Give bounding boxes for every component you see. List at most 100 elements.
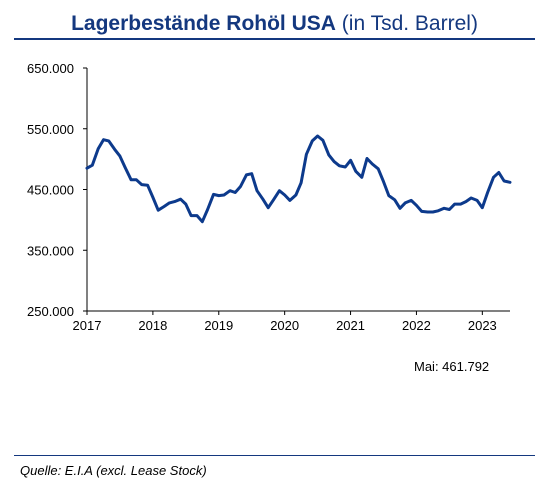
data-point bbox=[255, 189, 259, 192]
data-point bbox=[459, 202, 462, 206]
chart-title-main: Lagerbestände Rohöl USA bbox=[71, 12, 336, 35]
data-point bbox=[469, 196, 473, 200]
data-point bbox=[288, 199, 292, 202]
data-point bbox=[426, 210, 429, 214]
data-point bbox=[228, 189, 232, 192]
data-point bbox=[365, 157, 369, 160]
data-point bbox=[195, 214, 199, 217]
data-point bbox=[453, 202, 456, 206]
data-point bbox=[206, 208, 209, 211]
data-point bbox=[360, 176, 363, 179]
data-point bbox=[508, 181, 512, 184]
latest-value-annotation: Mai: 461.792 bbox=[414, 359, 490, 374]
data-point bbox=[431, 210, 435, 214]
footer-divider bbox=[14, 455, 535, 456]
data-point bbox=[272, 198, 275, 201]
data-point bbox=[113, 148, 116, 151]
data-point bbox=[437, 209, 440, 212]
data-point bbox=[464, 200, 468, 203]
data-point bbox=[344, 165, 347, 169]
series-line-crude-inventory bbox=[85, 134, 512, 224]
data-point bbox=[448, 208, 451, 211]
data-point bbox=[162, 205, 166, 208]
data-point bbox=[222, 193, 226, 197]
data-point bbox=[278, 189, 281, 192]
chart-title: Lagerbestände Rohöl USA (in Tsd. Barrel) bbox=[0, 12, 549, 36]
data-point bbox=[492, 176, 495, 179]
data-point bbox=[157, 209, 160, 212]
x-tick-label: 2019 bbox=[204, 318, 233, 333]
data-point bbox=[486, 191, 489, 194]
data-point bbox=[311, 139, 314, 143]
data-point bbox=[349, 159, 352, 162]
x-tick-label: 2018 bbox=[138, 318, 167, 333]
data-point bbox=[184, 202, 187, 206]
data-point bbox=[299, 181, 303, 184]
x-tick-label: 2023 bbox=[468, 318, 497, 333]
y-tick-label: 450.000 bbox=[27, 183, 74, 198]
x-tick-label: 2022 bbox=[402, 318, 431, 333]
data-point bbox=[502, 179, 506, 183]
x-axis-ticks: 2017 2018 2019 2020 2021 2022 2023 bbox=[73, 311, 497, 333]
data-point bbox=[354, 170, 357, 173]
data-point bbox=[146, 184, 149, 187]
data-point bbox=[250, 172, 253, 175]
x-tick-label: 2017 bbox=[73, 318, 102, 333]
data-point bbox=[201, 220, 204, 223]
data-point bbox=[316, 134, 319, 138]
data-point bbox=[234, 191, 237, 194]
data-point bbox=[398, 207, 402, 210]
data-point bbox=[387, 194, 390, 197]
data-point bbox=[102, 138, 105, 141]
data-point bbox=[245, 173, 248, 177]
data-point bbox=[140, 183, 143, 186]
data-point bbox=[404, 201, 407, 205]
source-note: Quelle: E.I.A (excl. Lease Stock) bbox=[20, 463, 207, 478]
data-point bbox=[382, 180, 385, 183]
data-point bbox=[212, 193, 215, 196]
data-point bbox=[371, 162, 374, 166]
data-point bbox=[118, 154, 122, 158]
data-point bbox=[107, 139, 110, 143]
y-tick-label: 650.000 bbox=[27, 61, 74, 76]
data-point bbox=[294, 193, 298, 197]
data-point bbox=[168, 201, 171, 205]
y-tick-label: 250.000 bbox=[27, 304, 74, 319]
data-point bbox=[179, 198, 182, 201]
data-point bbox=[85, 167, 89, 170]
data-point bbox=[415, 204, 418, 207]
data-point bbox=[173, 200, 176, 203]
chart-title-unit: (in Tsd. Barrel) bbox=[341, 12, 478, 35]
data-point bbox=[267, 206, 270, 209]
data-point bbox=[377, 167, 380, 170]
x-tick-label: 2021 bbox=[336, 318, 365, 333]
data-point bbox=[305, 153, 308, 156]
data-point bbox=[475, 199, 479, 202]
data-point bbox=[239, 185, 242, 188]
y-axis-ticks: 250.000 350.000 450.000 550.000 650.000 bbox=[27, 61, 87, 319]
data-point bbox=[97, 147, 100, 150]
data-point bbox=[481, 206, 484, 209]
data-point bbox=[129, 178, 133, 181]
data-point bbox=[124, 166, 127, 169]
x-tick-label: 2020 bbox=[270, 318, 299, 333]
data-point bbox=[338, 164, 341, 167]
y-tick-label: 350.000 bbox=[27, 243, 74, 258]
data-point bbox=[410, 199, 413, 202]
data-point bbox=[442, 207, 446, 210]
data-point bbox=[283, 193, 286, 197]
data-point bbox=[189, 214, 193, 217]
y-tick-label: 550.000 bbox=[27, 122, 74, 137]
data-point bbox=[332, 160, 336, 163]
data-point bbox=[135, 178, 138, 181]
data-point bbox=[497, 171, 500, 174]
data-point bbox=[420, 210, 423, 213]
plot-area bbox=[85, 134, 512, 224]
data-point bbox=[151, 196, 155, 199]
title-divider bbox=[14, 38, 535, 40]
data-point bbox=[321, 139, 325, 142]
data-point bbox=[393, 198, 396, 201]
data-point bbox=[91, 164, 94, 167]
data-point bbox=[327, 153, 330, 157]
